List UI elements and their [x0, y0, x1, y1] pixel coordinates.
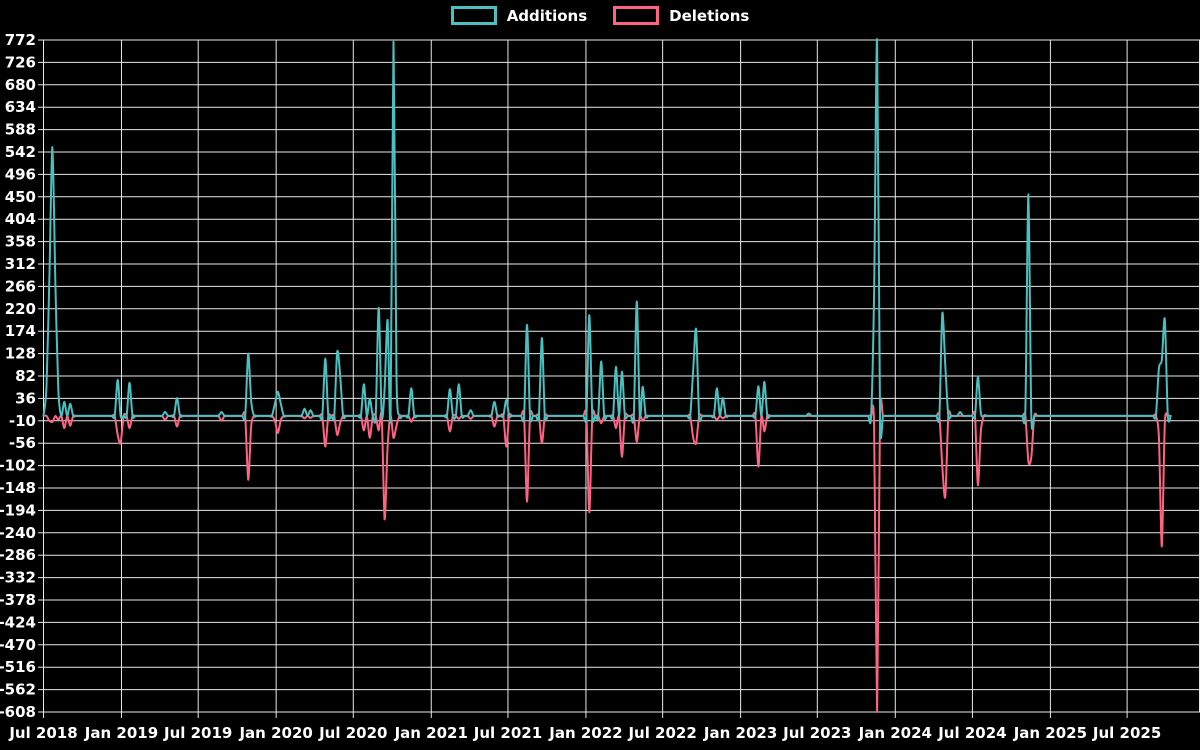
y-tick-label: 312 [5, 255, 36, 273]
x-tick-label: Jul 2019 [163, 724, 232, 742]
x-tick-label: Jul 2023 [782, 724, 851, 742]
x-tick-label: Jul 2022 [627, 724, 696, 742]
y-tick-label: 496 [5, 165, 36, 183]
x-tick-label: Jan 2019 [84, 724, 158, 742]
y-tick-label: -10 [9, 412, 36, 430]
y-tick-label: 450 [5, 188, 36, 206]
y-tick-label: -378 [0, 591, 36, 609]
x-tick-label: Jul 2020 [318, 724, 387, 742]
x-tick-label: Jan 2020 [238, 724, 312, 742]
legend-item-additions[interactable]: Additions [450, 6, 588, 25]
y-tick-label: 588 [5, 121, 36, 139]
deletions-swatch-icon [613, 6, 660, 25]
y-tick-label: 266 [5, 277, 36, 295]
y-tick-label: -148 [0, 479, 36, 497]
y-tick-label: 82 [15, 367, 36, 385]
y-tick-label: 174 [5, 322, 36, 340]
y-tick-label: 634 [5, 98, 36, 116]
y-tick-label: 680 [5, 76, 36, 94]
y-tick-label: -470 [0, 636, 36, 654]
x-tick-label: Jul 2024 [937, 724, 1006, 742]
x-tick-label: Jan 2021 [394, 724, 468, 742]
y-tick-label: -424 [0, 613, 36, 631]
x-tick-label: Jul 2021 [473, 724, 542, 742]
x-tick-label: Jan 2022 [548, 724, 622, 742]
additions-line [42, 38, 1172, 440]
legend-item-deletions[interactable]: Deletions [613, 6, 749, 25]
y-tick-label: -102 [0, 457, 36, 475]
x-tick-label: Jul 2018 [8, 724, 77, 742]
y-tick-label: -286 [0, 546, 36, 564]
y-tick-label: 772 [5, 31, 36, 49]
deletions-legend-label: Deletions [669, 6, 750, 25]
x-tick-label: Jan 2025 [1013, 724, 1087, 742]
y-tick-label: -562 [0, 681, 36, 699]
x-tick-label: Jul 2025 [1092, 724, 1161, 742]
y-tick-label: 726 [5, 53, 36, 71]
y-tick-label: 358 [5, 233, 36, 251]
y-tick-label: -56 [9, 434, 36, 452]
y-tick-label: -516 [0, 658, 36, 676]
x-tick-label: Jan 2024 [858, 724, 932, 742]
y-tick-label: -194 [0, 501, 36, 519]
additions-swatch-icon [450, 6, 497, 25]
y-tick-label: -240 [0, 524, 36, 542]
y-tick-label: 542 [5, 143, 36, 161]
y-tick-label: 36 [15, 389, 36, 407]
y-tick-label: -332 [0, 569, 36, 587]
x-tick-label: Jan 2023 [703, 724, 777, 742]
y-tick-label: 220 [5, 300, 36, 318]
y-tick-label: -608 [0, 703, 36, 721]
additions-legend-label: Additions [506, 6, 588, 25]
chart-legend: Additions Deletions [0, 6, 1200, 25]
y-tick-label: 404 [5, 210, 36, 228]
y-tick-label: 128 [5, 345, 36, 363]
